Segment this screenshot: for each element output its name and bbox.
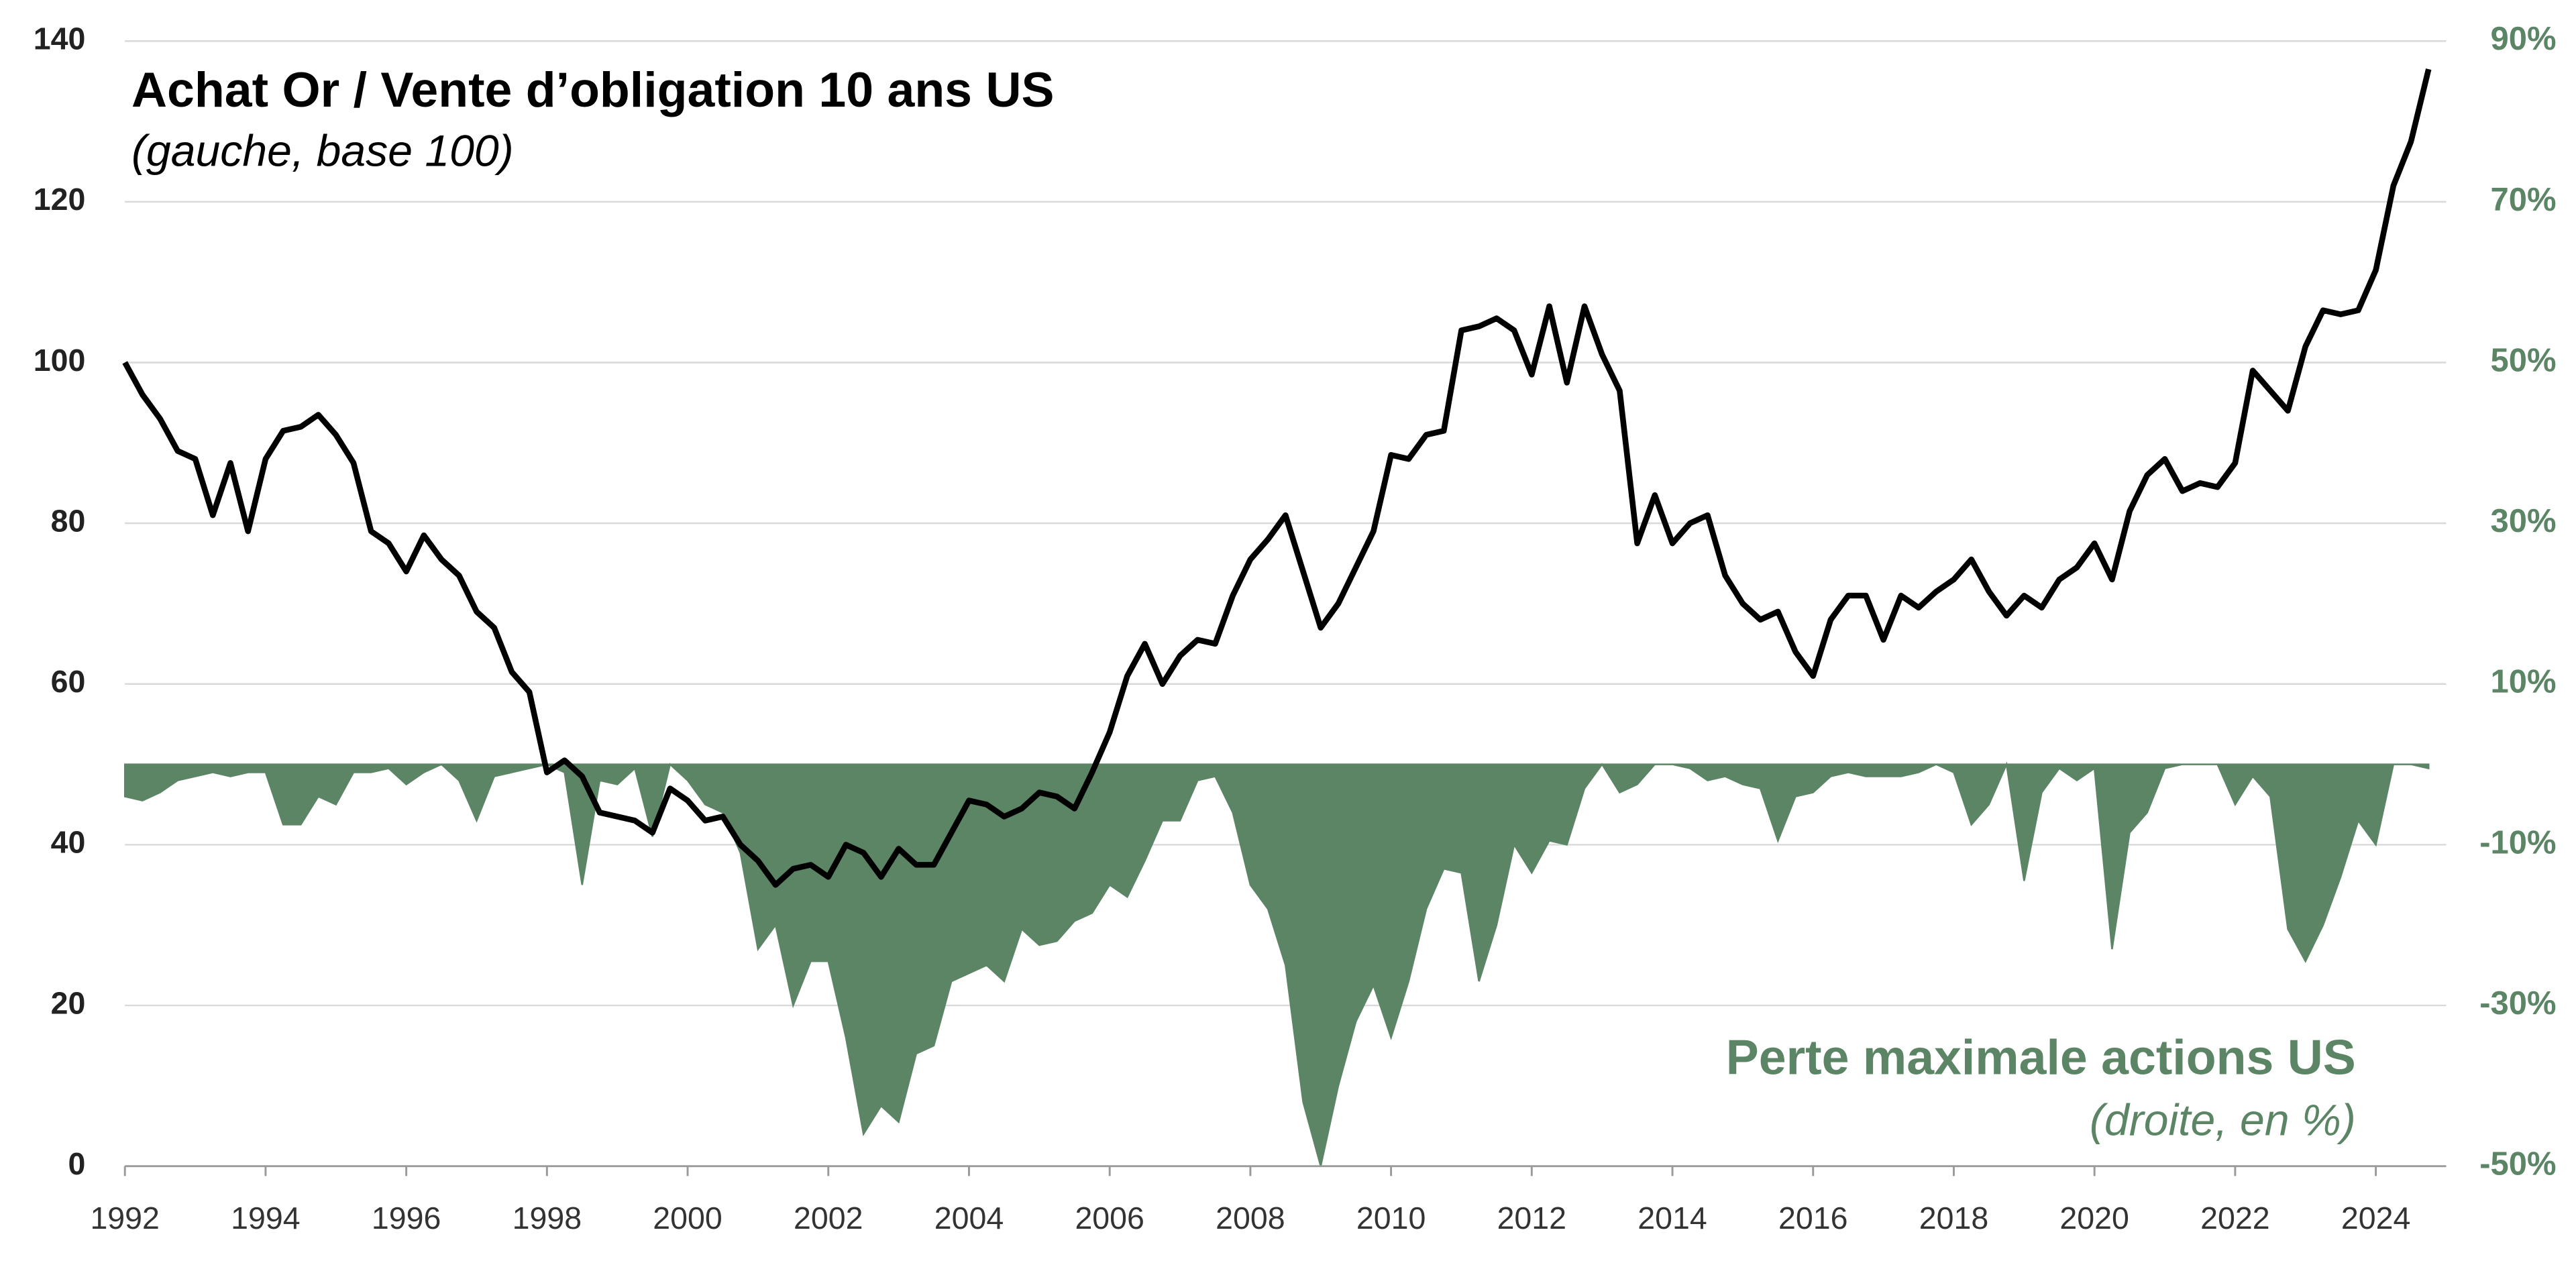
y2-tick-label: -30%: [2479, 985, 2556, 1022]
y-tick-label: 60: [51, 664, 86, 699]
line: [122, 68, 2432, 888]
y2-tick-label: 50%: [2491, 342, 2557, 378]
y2-tick-label: -10%: [2479, 824, 2556, 861]
x-tick-label: 1992: [90, 1201, 159, 1235]
y-tick-label: 100: [34, 343, 86, 378]
y-tick-label: 20: [51, 985, 86, 1020]
y2-tick-label: -50%: [2479, 1146, 2556, 1182]
y2-tick-label: 90%: [2491, 21, 2557, 57]
x-tick-label: 2012: [1497, 1201, 1566, 1235]
x-tick-label: 2020: [2059, 1201, 2129, 1235]
x-tick-label: 2022: [2200, 1201, 2269, 1235]
x-tick-label: 1998: [513, 1201, 582, 1235]
x-tick-label: 2014: [1638, 1201, 1707, 1235]
y-tick-label: 80: [51, 503, 86, 538]
y-tick-label: 120: [34, 182, 86, 217]
y2-tick-label: 10%: [2491, 664, 2557, 700]
series-title: Achat Or / Vente d’obligation 10 ans US: [131, 62, 1055, 117]
x-tick-label: 2006: [1075, 1201, 1144, 1235]
y-tick-label: 40: [51, 825, 86, 860]
x-tick-label: 2002: [794, 1201, 863, 1235]
series-subtitle: (droite, en %): [2090, 1095, 2356, 1145]
x-tick-label: 2024: [2341, 1201, 2410, 1235]
y-tick-label: 140: [34, 21, 86, 56]
series-title: Perte maximale actions US: [1726, 1029, 2356, 1085]
y2-tick-label: 70%: [2491, 182, 2557, 218]
x-tick-label: 2016: [1778, 1201, 1847, 1235]
x-tick-label: 1996: [372, 1201, 441, 1235]
x-tick-label: 2008: [1216, 1201, 1285, 1235]
series-subtitle: (gauche, base 100): [131, 127, 514, 176]
x-tick-label: 2018: [1919, 1201, 1988, 1235]
x-tick-label: 1994: [231, 1201, 300, 1235]
y-tick-label: 0: [68, 1146, 86, 1181]
x-tick-label: 2010: [1356, 1201, 1426, 1235]
y2-tick-label: 30%: [2491, 503, 2557, 539]
x-tick-label: 2004: [934, 1201, 1004, 1235]
x-tick-label: 2000: [653, 1201, 722, 1235]
area: [123, 761, 2430, 1167]
